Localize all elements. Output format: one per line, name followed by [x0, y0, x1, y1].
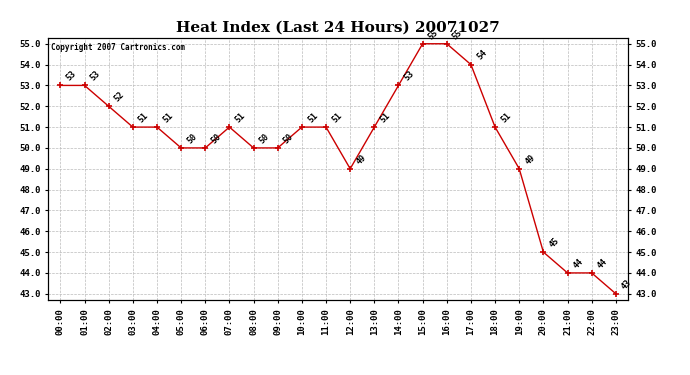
Title: Heat Index (Last 24 Hours) 20071027: Heat Index (Last 24 Hours) 20071027	[176, 21, 500, 35]
Text: 51: 51	[161, 111, 175, 124]
Text: 45: 45	[548, 236, 561, 249]
Text: 44: 44	[596, 257, 609, 270]
Text: 51: 51	[379, 111, 392, 124]
Text: 51: 51	[331, 111, 344, 124]
Text: 52: 52	[113, 90, 126, 104]
Text: 50: 50	[186, 132, 199, 145]
Text: 51: 51	[500, 111, 513, 124]
Text: 51: 51	[306, 111, 319, 124]
Text: 53: 53	[65, 69, 78, 82]
Text: 49: 49	[524, 153, 537, 166]
Text: 55: 55	[451, 27, 464, 41]
Text: 50: 50	[258, 132, 271, 145]
Text: 51: 51	[137, 111, 150, 124]
Text: 54: 54	[475, 48, 489, 62]
Text: 49: 49	[355, 153, 368, 166]
Text: 44: 44	[572, 257, 585, 270]
Text: 43: 43	[620, 278, 633, 291]
Text: Copyright 2007 Cartronics.com: Copyright 2007 Cartronics.com	[51, 43, 186, 52]
Text: 53: 53	[403, 69, 416, 82]
Text: 51: 51	[234, 111, 247, 124]
Text: 53: 53	[89, 69, 102, 82]
Text: 55: 55	[427, 27, 440, 41]
Text: 50: 50	[282, 132, 295, 145]
Text: 50: 50	[210, 132, 223, 145]
